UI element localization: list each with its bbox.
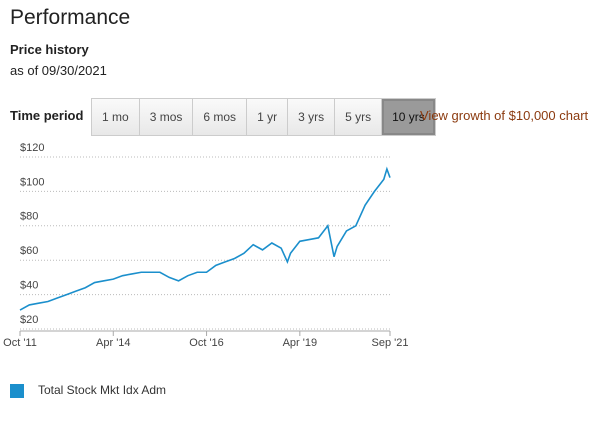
x-tick-label: Apr '14: [96, 337, 131, 349]
y-tick-label: $120: [20, 142, 44, 154]
time-period-button[interactable]: 3 mos: [139, 99, 194, 135]
time-period-button[interactable]: 3 yrs: [288, 99, 336, 135]
subtitle: Price history: [10, 42, 89, 57]
x-tick-label: Oct '11: [3, 337, 37, 349]
chart: $20 $40 $60 $80 $100 $120 Oct '11 Apr '14 Oct '1…: [3, 142, 409, 398]
page-title: Performance: [10, 6, 131, 29]
time-period-button[interactable]: 1 yr: [247, 99, 289, 135]
x-tick-label: Sep '21: [372, 337, 409, 349]
y-tick-label: $80: [20, 211, 38, 223]
legend-swatch: [10, 384, 24, 398]
x-tick-label: Apr '19: [283, 337, 318, 349]
growth-chart-link[interactable]: View growth of $10,000 chart: [420, 108, 589, 123]
y-tick-label: $60: [20, 245, 38, 257]
time-period-label: Time period: [10, 108, 84, 123]
x-tick-label: Oct '16: [189, 337, 224, 349]
y-tick-label: $20: [20, 314, 38, 326]
as-of-date: as of 09/30/2021: [10, 63, 107, 78]
time-period-button[interactable]: 1 mo: [92, 99, 140, 135]
time-period-buttons: 1 mo 3 mos 6 mos 1 yr 3 yrs 5 yrs 10 yrs: [91, 98, 436, 136]
time-period-button[interactable]: 6 mos: [193, 99, 248, 135]
time-period-button[interactable]: 10 yrs: [382, 99, 435, 135]
y-tick-label: $40: [20, 280, 38, 292]
price-line: [19, 166, 391, 311]
y-tick-label: $100: [20, 176, 44, 188]
legend-label: Total Stock Mkt Idx Adm: [38, 383, 166, 397]
time-period-button[interactable]: 5 yrs: [335, 99, 383, 135]
